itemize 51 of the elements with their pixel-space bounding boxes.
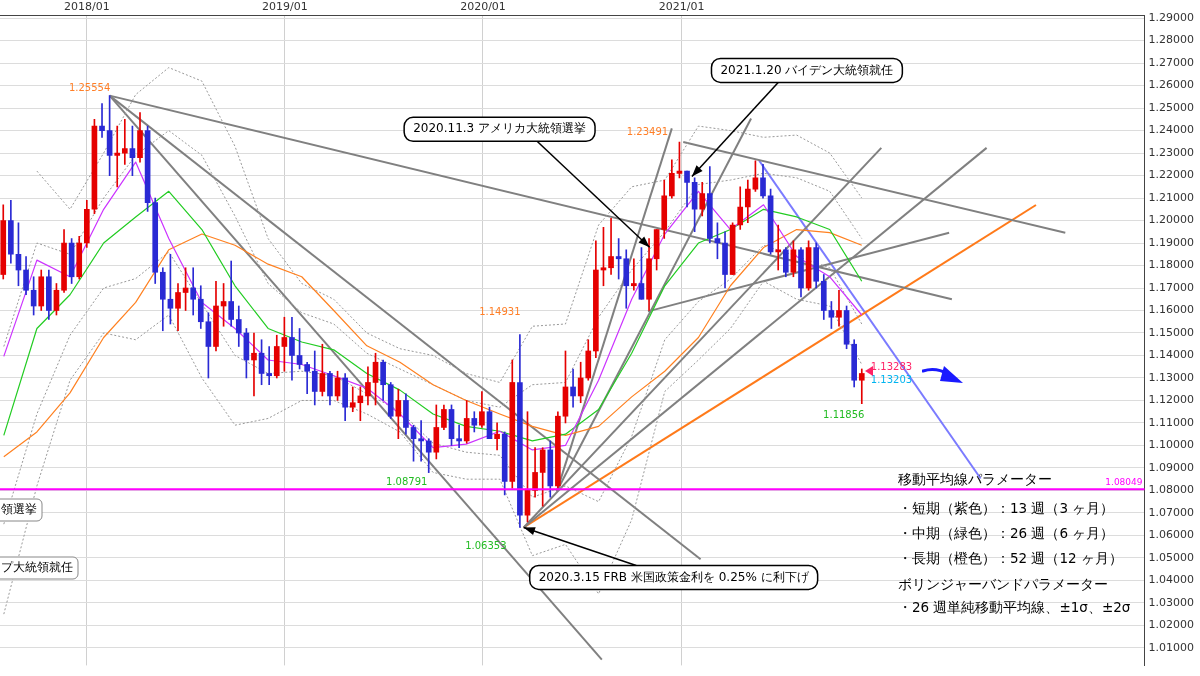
y-tick-label: 1.03000 xyxy=(1148,595,1195,609)
annotation: 1.23491 xyxy=(626,125,669,137)
y-tick-label: 1.05000 xyxy=(1148,550,1195,564)
y-tick-label: 1.04000 xyxy=(1148,573,1195,587)
annotation: ・26 週単純移動平均線、±1σ、±2σ xyxy=(898,598,1131,615)
y-tick-label: 1.23000 xyxy=(1148,145,1195,159)
y-tick-label: 1.22000 xyxy=(1148,168,1195,182)
y-tick-label: 1.08000 xyxy=(1148,483,1195,497)
annotation: 1.08791 xyxy=(386,476,428,488)
y-tick-label: 1.29000 xyxy=(1148,10,1195,24)
y-tick-label: 1.15000 xyxy=(1148,325,1195,339)
x-tick-label: 2019/01 xyxy=(262,0,308,14)
y-tick-label: 1.01000 xyxy=(1148,640,1195,654)
annotation: 移動平均線パラメーター xyxy=(898,470,1052,487)
y-tick-label: 1.13000 xyxy=(1148,370,1195,384)
annotation: ボリンジャーバンドパラメーター xyxy=(898,575,1108,592)
y-tick-label: 1.27000 xyxy=(1148,55,1195,69)
y-tick-label: 1.26000 xyxy=(1148,78,1195,92)
annotation: 1.11856 xyxy=(823,409,865,421)
y-tick-label: 1.16000 xyxy=(1148,303,1195,317)
annotation: 領選挙 xyxy=(1,502,37,517)
annotation: 2021.1.20 バイデン大統領就任 xyxy=(720,62,894,77)
y-tick-label: 1.28000 xyxy=(1148,33,1195,47)
y-tick-label: 1.25000 xyxy=(1148,100,1195,114)
annotation: 1.25554 xyxy=(68,82,111,94)
y-tick-label: 1.19000 xyxy=(1148,235,1195,249)
y-tick-label: 1.10000 xyxy=(1148,438,1195,452)
y-tick-label: 1.24000 xyxy=(1148,123,1195,137)
x-tick-label: 2018/01 xyxy=(63,0,110,14)
x-tick-label: 2021/01 xyxy=(658,0,705,14)
ref-line-label: 1.08049 xyxy=(1105,477,1143,488)
y-tick-label: 1.20000 xyxy=(1148,213,1195,227)
annotation: 2020.3.15 FRB 米国政策金利を 0.25% に利下げ xyxy=(538,569,810,584)
x-tick-label: 2020/01 xyxy=(460,0,506,14)
annotation: プ大統領就任 xyxy=(1,560,73,575)
annotation: 1.14931 xyxy=(479,306,521,318)
y-tick-label: 1.09000 xyxy=(1148,460,1195,474)
y-tick-label: 1.14000 xyxy=(1148,348,1195,362)
annotation: ・中期（緑色）：26 週（6 ヶ月） xyxy=(898,524,1115,541)
y-tick-label: 1.21000 xyxy=(1148,190,1195,204)
y-tick-label: 1.18000 xyxy=(1148,258,1195,272)
annotation: 1.13203 xyxy=(870,374,913,385)
y-tick-label: 1.07000 xyxy=(1148,505,1195,519)
y-tick-label: 1.02000 xyxy=(1148,618,1195,632)
y-tick-label: 1.17000 xyxy=(1148,280,1195,294)
annotation: ・短期（紫色）：13 週（3 ヶ月） xyxy=(898,499,1115,516)
annotation: 2020.11.3 アメリカ大統領選挙 xyxy=(413,121,587,136)
y-tick-label: 1.12000 xyxy=(1148,393,1195,407)
y-tick-label: 1.06000 xyxy=(1148,528,1195,542)
annotation: ・長期（橙色）：52 週（12 ヶ月） xyxy=(898,549,1123,566)
y-tick-label: 1.11000 xyxy=(1148,415,1195,429)
